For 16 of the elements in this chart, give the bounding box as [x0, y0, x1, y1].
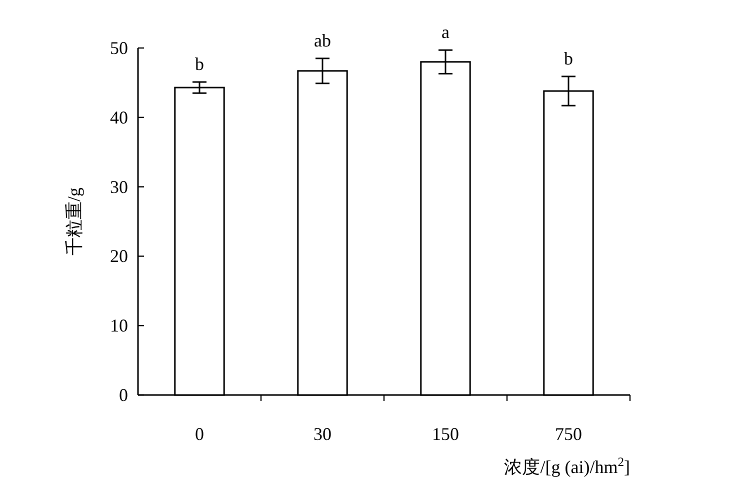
- annotation: ab: [314, 30, 331, 50]
- y-tick-label: 50: [110, 38, 128, 58]
- y-axis-title: 千粒重/g: [64, 187, 84, 256]
- y-tick-label: 40: [110, 107, 128, 128]
- y-tick-label: 20: [110, 246, 128, 266]
- x-tick-label: 30: [314, 424, 332, 444]
- y-tick-label: 10: [110, 316, 128, 336]
- x-tick-label: 0: [195, 424, 204, 444]
- x-tick-label: 750: [555, 424, 582, 444]
- annotation: b: [195, 54, 204, 74]
- x-tick-label: 150: [432, 424, 459, 444]
- annotation: b: [564, 48, 573, 68]
- y-tick-label: 0: [119, 385, 128, 405]
- x-axis-title: 浓度/[g (ai)/hm$^{2}$]: [504, 455, 630, 477]
- y-tick-label: 30: [110, 176, 128, 197]
- text: a: [442, 22, 450, 42]
